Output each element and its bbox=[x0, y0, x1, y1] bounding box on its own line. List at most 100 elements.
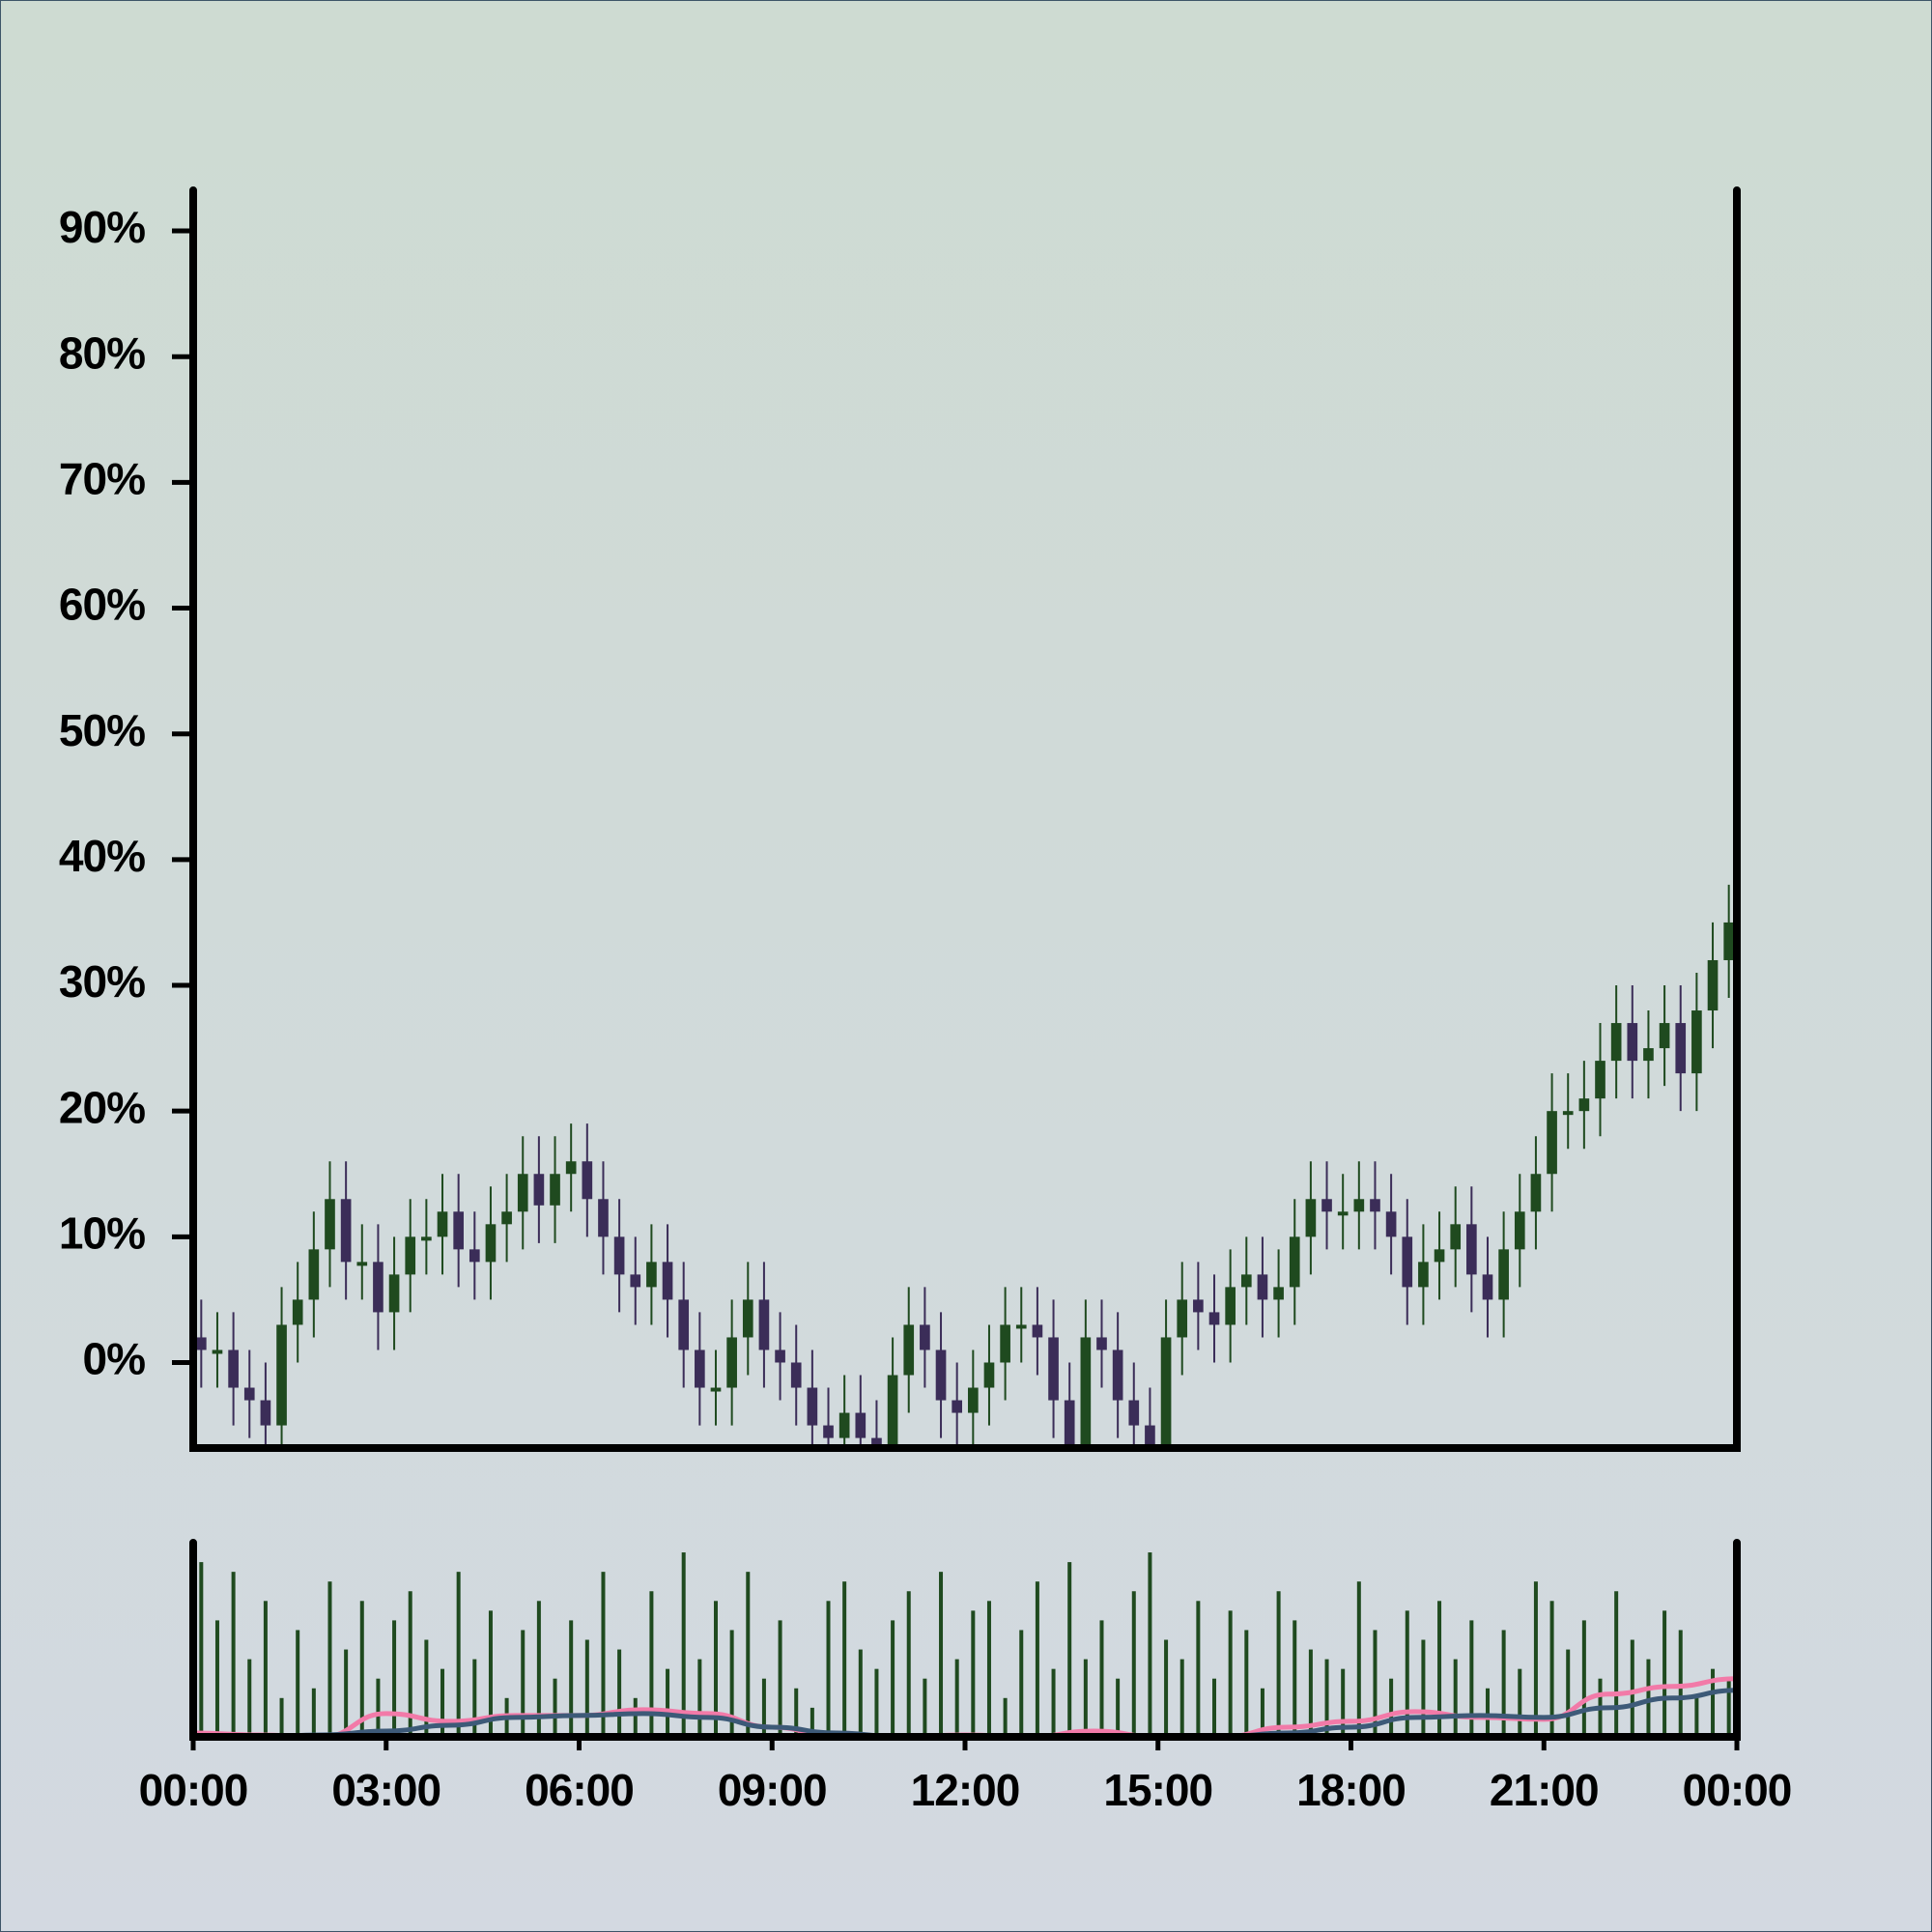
candle-body bbox=[340, 1199, 352, 1263]
volume-bar bbox=[521, 1630, 526, 1737]
candle-body bbox=[325, 1199, 335, 1250]
volume-bar bbox=[584, 1639, 589, 1737]
y-tick-label: 30% bbox=[59, 956, 145, 1007]
price-plot bbox=[195, 884, 1735, 1448]
volume-bar bbox=[1019, 1630, 1024, 1737]
candle-body bbox=[243, 1387, 255, 1401]
volume-bar bbox=[794, 1688, 799, 1737]
candle-body bbox=[646, 1262, 657, 1288]
candle-body bbox=[195, 1337, 207, 1350]
candle-body bbox=[1240, 1274, 1252, 1288]
volume-bar bbox=[1179, 1659, 1184, 1737]
candle-body bbox=[807, 1387, 818, 1426]
candle-body bbox=[1659, 1023, 1670, 1049]
candle-body bbox=[1547, 1111, 1557, 1175]
candle-body bbox=[533, 1174, 545, 1206]
candle-body bbox=[1643, 1048, 1654, 1062]
y-tick-label: 50% bbox=[59, 705, 145, 755]
candle-body bbox=[1675, 1023, 1687, 1074]
candle-body bbox=[421, 1236, 432, 1241]
volume-bar bbox=[1405, 1610, 1409, 1737]
candle-body bbox=[1498, 1249, 1509, 1300]
candle-body bbox=[855, 1412, 867, 1438]
candle-body bbox=[920, 1324, 930, 1350]
y-tick-label: 70% bbox=[59, 454, 145, 504]
candle-body bbox=[1032, 1324, 1043, 1338]
candle-body bbox=[613, 1236, 625, 1275]
volume-bar bbox=[440, 1668, 445, 1737]
volume-bar bbox=[778, 1620, 782, 1737]
volume-bar bbox=[1196, 1601, 1201, 1737]
volume-bar bbox=[408, 1591, 412, 1737]
volume-bar bbox=[601, 1572, 606, 1737]
candle-body bbox=[1193, 1299, 1204, 1313]
volume-bar bbox=[666, 1668, 670, 1737]
volume-bar bbox=[1630, 1639, 1634, 1737]
candle-body bbox=[1289, 1236, 1300, 1288]
candle-body bbox=[1595, 1061, 1605, 1099]
volume-bar bbox=[874, 1668, 879, 1737]
volume-bar bbox=[311, 1688, 316, 1737]
volume-bar bbox=[906, 1591, 911, 1737]
volume-bar bbox=[810, 1707, 814, 1737]
volume-bar bbox=[263, 1601, 268, 1737]
volume-bar bbox=[1003, 1697, 1008, 1737]
x-tick-label: 00:00 bbox=[139, 1765, 248, 1815]
volume-bar bbox=[231, 1572, 236, 1737]
candle-body bbox=[790, 1362, 802, 1388]
volume-bar bbox=[1067, 1562, 1072, 1737]
candle-body bbox=[388, 1274, 400, 1313]
candle-body bbox=[1562, 1111, 1574, 1116]
volume-bar bbox=[456, 1572, 461, 1737]
volume-bar bbox=[553, 1678, 557, 1737]
candle-body bbox=[260, 1400, 271, 1426]
axes: 0% 10% 20% 30% 40% 50% 60% 70% 80% 90% 00:00 03:00 0… bbox=[59, 186, 1792, 1815]
volume-bar bbox=[1116, 1678, 1121, 1737]
volume-line bbox=[193, 1688, 1737, 1737]
x-tick-label: 03:00 bbox=[331, 1765, 440, 1815]
volume-bar bbox=[536, 1601, 541, 1737]
candle-body bbox=[1466, 1224, 1477, 1275]
volume-bar bbox=[1148, 1552, 1152, 1737]
volume-bar bbox=[1646, 1659, 1651, 1737]
y-tick-label: 40% bbox=[59, 831, 145, 881]
candle-body bbox=[373, 1262, 384, 1313]
candle-body bbox=[1064, 1400, 1075, 1448]
volume-bar bbox=[1276, 1591, 1281, 1737]
candle-body bbox=[1048, 1337, 1059, 1401]
volume-bar bbox=[1356, 1581, 1361, 1737]
volume-bar bbox=[247, 1659, 252, 1737]
candle-body bbox=[308, 1249, 320, 1300]
candle-body bbox=[726, 1337, 737, 1388]
candle-body bbox=[292, 1299, 303, 1325]
volume-bar bbox=[1566, 1649, 1571, 1737]
volume-bar bbox=[1083, 1659, 1088, 1737]
candle-body bbox=[1385, 1211, 1397, 1237]
volume-bar bbox=[891, 1620, 895, 1737]
candle-body bbox=[1370, 1199, 1380, 1212]
candle-body bbox=[1305, 1199, 1317, 1237]
y-tick-label: 90% bbox=[59, 202, 145, 252]
candle-body bbox=[550, 1174, 560, 1206]
volume-bar bbox=[1726, 1678, 1731, 1737]
candle-body bbox=[1418, 1262, 1429, 1288]
volume-bar bbox=[1035, 1581, 1039, 1737]
volume-bar bbox=[1711, 1668, 1716, 1737]
volume-bar bbox=[1581, 1620, 1586, 1737]
candle-body bbox=[1707, 959, 1719, 1011]
volume-bar bbox=[1308, 1649, 1313, 1737]
candle-body bbox=[678, 1299, 690, 1350]
candle-body bbox=[501, 1211, 512, 1225]
volume-bar bbox=[359, 1601, 364, 1737]
x-tick-label: 15:00 bbox=[1103, 1765, 1212, 1815]
candle-body bbox=[935, 1350, 947, 1401]
volume-bar bbox=[1228, 1610, 1233, 1737]
volume-bar bbox=[327, 1581, 332, 1737]
candle-body bbox=[1160, 1337, 1172, 1448]
volume-bar bbox=[1518, 1668, 1522, 1737]
volume-bar bbox=[424, 1639, 429, 1737]
volume-bar bbox=[1293, 1620, 1297, 1737]
candle-body bbox=[1402, 1236, 1413, 1288]
